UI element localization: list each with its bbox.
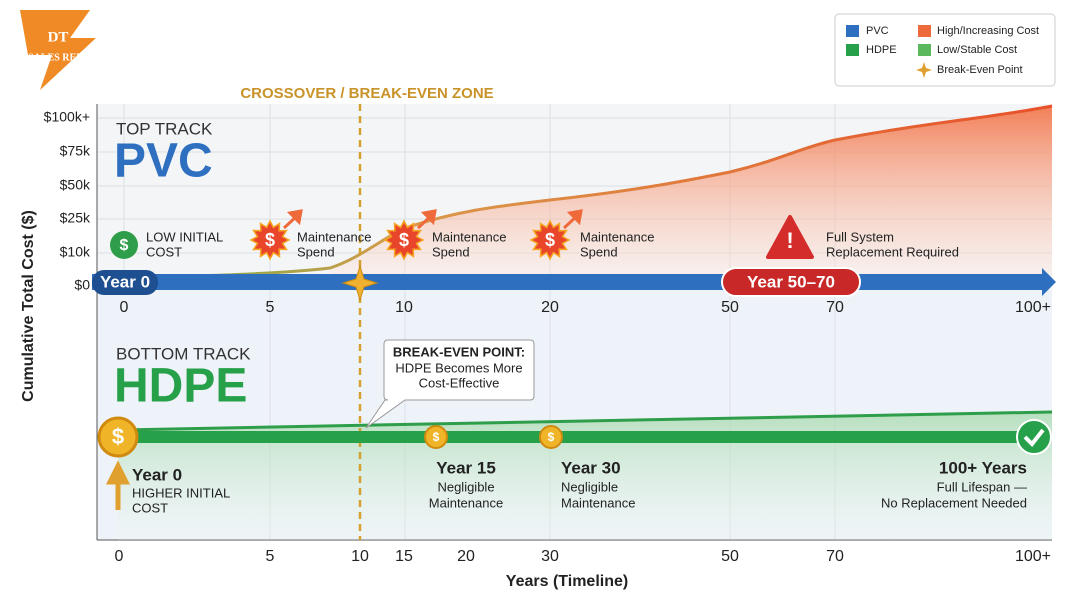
track-label: TOP TRACK	[116, 119, 213, 138]
y-tick-label: $0	[74, 277, 90, 293]
x-tick-label: 50	[721, 548, 739, 565]
milestone-text: Maintenance	[561, 495, 635, 510]
callout-text: Cost-Effective	[419, 375, 500, 390]
x-tick-label: 30	[541, 548, 559, 565]
maintenance-burst	[383, 219, 425, 261]
hdpe-cost-area	[118, 412, 1052, 540]
milestone-text: Negligible	[561, 479, 618, 494]
milestone-title: Year 15	[436, 458, 496, 477]
milestone-icons: $ $ $	[97, 416, 1052, 510]
x-axis-title: Years (Timeline)	[506, 573, 628, 590]
callout-title: BREAK-EVEN POINT:	[393, 344, 525, 359]
year-pill-label: Year 50–70	[747, 272, 835, 291]
pvc-cost-curve	[129, 104, 1053, 280]
x-tick-label: 20	[457, 548, 475, 565]
hdpe-cost-curve	[117, 410, 1053, 432]
maintenance-burst	[529, 219, 571, 261]
milestone-text: COST	[132, 500, 168, 515]
svg-text:$: $	[433, 430, 440, 444]
y-tick-label: $50k	[60, 177, 91, 193]
x-tick-label: 10	[351, 548, 369, 565]
track-tick-label: 5	[266, 299, 275, 316]
event-text: Spend	[580, 244, 618, 259]
logo-text: DT	[48, 29, 69, 45]
legend-label: Low/Stable Cost	[937, 44, 1017, 56]
logo-text: SALES REPS	[28, 52, 88, 63]
x-tick-label: 5	[266, 548, 275, 565]
y-tick-label: $100k+	[44, 109, 90, 125]
logo: DT SALES REPS	[20, 10, 96, 90]
milestone-text: Negligible	[437, 479, 494, 494]
y-tick-label: $25k	[60, 210, 91, 226]
break-even-star	[341, 264, 379, 302]
x-tick-label: 15	[395, 548, 413, 565]
year-pill	[92, 270, 158, 295]
legend-label: Break-Even Point	[937, 64, 1023, 76]
track-tick-label: 100+	[1015, 299, 1051, 316]
milestone-text: Maintenance	[429, 495, 503, 510]
event-icons: $ $ $ $ !	[110, 209, 814, 261]
event-text: Maintenance	[432, 229, 506, 244]
year-pill	[721, 267, 861, 297]
x-tick-label: 100+	[1015, 548, 1051, 565]
track-tick-label: 20	[541, 299, 559, 316]
rising-arrow	[282, 209, 303, 230]
pvc-cost-area	[330, 106, 1052, 278]
burst-symbol: $	[399, 230, 409, 250]
milestone-title: 100+ Years	[939, 458, 1027, 477]
milestone-text: Full Lifespan —	[937, 479, 1027, 494]
event-text: Replacement Required	[826, 244, 959, 259]
svg-text:$: $	[548, 430, 555, 444]
rising-arrow	[416, 209, 437, 230]
callout	[365, 339, 535, 429]
burst-symbol: $	[545, 230, 555, 250]
event-text: Maintenance	[580, 229, 654, 244]
svg-text:$: $	[112, 424, 124, 449]
track-label: BOTTOM TRACK	[116, 344, 251, 363]
year-pill-label: Year 0	[100, 272, 150, 291]
event-text: Full System	[826, 229, 894, 244]
track-tick-label: 50	[721, 299, 739, 316]
legend-label: High/Increasing Cost	[937, 25, 1039, 37]
legend: PVC HDPE High/Increasing Cost Low/Stable…	[834, 13, 1056, 87]
maintenance-burst	[249, 219, 291, 261]
y-axis-title: Cumulative Total Cost ($)	[20, 210, 37, 402]
y-tick-label: $75k	[60, 143, 91, 159]
track-tick-label: 70	[826, 299, 844, 316]
track-name: HDPE	[114, 360, 247, 413]
event-text: Spend	[297, 244, 335, 259]
milestone-text: No Replacement Needed	[881, 495, 1027, 510]
x-tick-label: 70	[826, 548, 844, 565]
y-tick-label: $10k	[60, 244, 91, 260]
callout-text: HDPE Becomes More	[395, 360, 522, 375]
event-text: Spend	[432, 244, 470, 259]
event-text: LOW INITIAL	[146, 229, 223, 244]
burst-symbol: $	[265, 230, 275, 250]
milestone-title: Year 30	[561, 458, 621, 477]
x-tick-label: 0	[115, 548, 124, 565]
event-text: Maintenance	[297, 229, 371, 244]
milestone-title: Year 0	[132, 465, 182, 484]
legend-label: PVC	[866, 25, 889, 37]
hdpe-track	[118, 431, 1043, 443]
track-tick-label: 10	[395, 299, 413, 316]
rising-arrow	[562, 209, 583, 230]
milestone-text: HIGHER INITIAL	[132, 485, 230, 500]
track-name: PVC	[114, 135, 213, 188]
svg-text:!: !	[786, 228, 793, 253]
svg-text:$: $	[120, 237, 129, 254]
track-tick-label: 0	[120, 299, 129, 316]
crossover-label: CROSSOVER / BREAK-EVEN ZONE	[240, 85, 493, 102]
legend-label: HDPE	[866, 44, 897, 56]
event-text: COST	[146, 244, 182, 259]
